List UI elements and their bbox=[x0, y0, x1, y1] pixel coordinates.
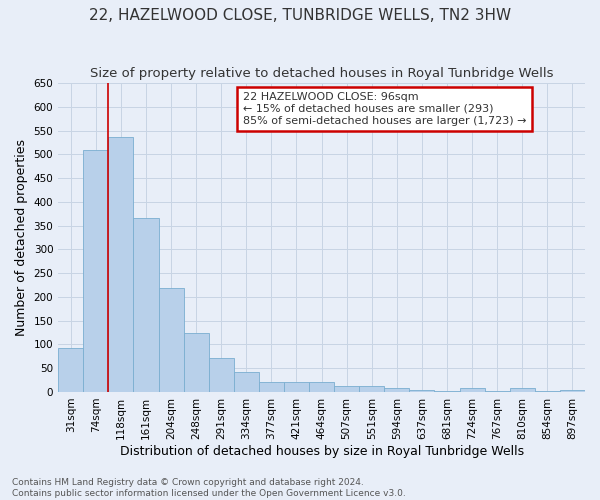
Bar bbox=[359, 386, 385, 392]
Text: 22, HAZELWOOD CLOSE, TUNBRIDGE WELLS, TN2 3HW: 22, HAZELWOOD CLOSE, TUNBRIDGE WELLS, TN… bbox=[89, 8, 511, 22]
Bar bbox=[409, 390, 434, 392]
Bar bbox=[259, 382, 284, 392]
Bar bbox=[158, 288, 184, 392]
Bar bbox=[83, 150, 109, 392]
Bar bbox=[560, 390, 585, 392]
Bar bbox=[334, 386, 359, 392]
Bar bbox=[234, 372, 259, 392]
Y-axis label: Number of detached properties: Number of detached properties bbox=[15, 139, 28, 336]
Text: 22 HAZELWOOD CLOSE: 96sqm
← 15% of detached houses are smaller (293)
85% of semi: 22 HAZELWOOD CLOSE: 96sqm ← 15% of detac… bbox=[242, 92, 526, 126]
Bar bbox=[58, 348, 83, 392]
Bar bbox=[385, 388, 409, 392]
Bar bbox=[109, 137, 133, 392]
Bar bbox=[133, 218, 158, 392]
X-axis label: Distribution of detached houses by size in Royal Tunbridge Wells: Distribution of detached houses by size … bbox=[119, 444, 524, 458]
Text: Contains HM Land Registry data © Crown copyright and database right 2024.
Contai: Contains HM Land Registry data © Crown c… bbox=[12, 478, 406, 498]
Bar bbox=[460, 388, 485, 392]
Title: Size of property relative to detached houses in Royal Tunbridge Wells: Size of property relative to detached ho… bbox=[90, 68, 553, 80]
Bar bbox=[309, 382, 334, 392]
Bar bbox=[184, 332, 209, 392]
Bar bbox=[209, 358, 234, 392]
Bar bbox=[284, 382, 309, 392]
Bar bbox=[510, 388, 535, 392]
